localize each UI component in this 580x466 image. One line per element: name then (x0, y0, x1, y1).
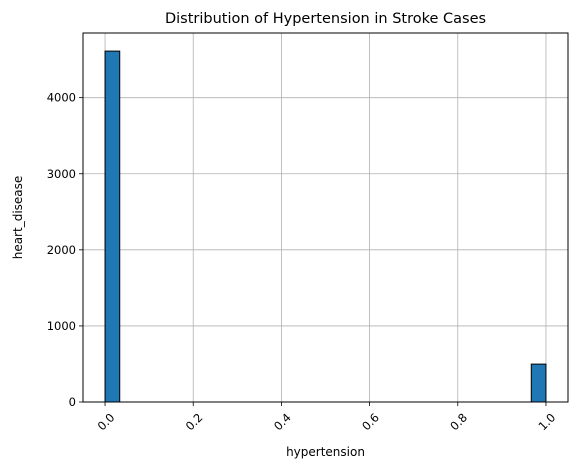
y-tick-label-0: 0 (69, 395, 76, 409)
y-axis-label: heart_disease (11, 176, 25, 260)
y-tick-label-2: 2000 (47, 243, 76, 257)
histogram-bar-0 (104, 50, 121, 403)
plot-frame (82, 32, 569, 403)
histogram-bar-1 (530, 363, 547, 403)
y-tick-label-4: 4000 (47, 91, 76, 105)
chart-title: Distribution of Hypertension in Stroke C… (165, 11, 486, 27)
y-tick-label-1: 1000 (47, 319, 76, 333)
x-axis-label: hypertension (286, 445, 365, 459)
y-tick-label-3: 3000 (47, 167, 76, 181)
